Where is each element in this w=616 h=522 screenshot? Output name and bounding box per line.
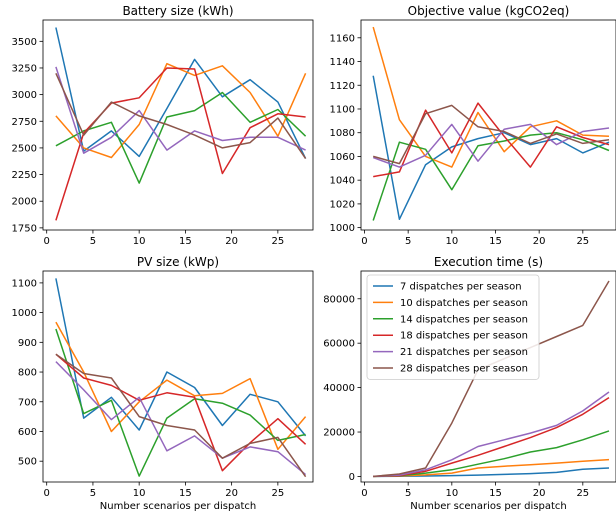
- plot-frame: [360, 19, 616, 231]
- x-tick-label: 5: [90, 488, 96, 499]
- x-tick-label: 15: [489, 236, 502, 247]
- x-axis-label: Number scenarios per dispatch: [100, 501, 256, 512]
- chart-title: Execution time (s): [434, 255, 543, 269]
- x-tick-label: 20: [533, 488, 546, 499]
- series-group: [372, 26, 610, 221]
- y-tick-label: 1020: [330, 199, 355, 210]
- series-line-2: [55, 62, 307, 159]
- series-line-3: [55, 328, 306, 477]
- x-tick-label: 0: [361, 488, 367, 499]
- y-tick-label: 1120: [330, 81, 355, 92]
- x-tick-label: 25: [271, 236, 284, 247]
- legend-label-1: 7 dispatches per season: [400, 282, 522, 293]
- y-tick-label: 600: [18, 427, 37, 438]
- series-line-5: [55, 361, 307, 476]
- series-line-3: [55, 91, 307, 184]
- y-tick-label: 700: [18, 397, 37, 408]
- legend-label-6: 28 dispatches per season: [400, 364, 528, 375]
- y-tick-label: 800: [18, 368, 37, 379]
- x-tick-label: 25: [576, 488, 589, 499]
- series-group: [55, 27, 307, 221]
- series-line-4: [55, 353, 307, 472]
- x-tick-label: 0: [44, 236, 50, 247]
- x-tick-label: 10: [133, 236, 146, 247]
- x-tick-label: 25: [576, 236, 589, 247]
- series-line-1: [55, 278, 307, 437]
- y-tick-label: 40000: [323, 383, 355, 394]
- chart-panel-2: 0 5 10 15 20 25 1000 1020 1040 1060 1080 1100 1120 11…: [330, 4, 616, 247]
- y-tick-label: 1000: [12, 308, 37, 319]
- y-tick-label: 900: [18, 338, 37, 349]
- series-line-4: [373, 396, 610, 478]
- y-tick-label: 1060: [330, 152, 355, 163]
- series-line-2: [373, 458, 610, 478]
- y-tick-label: 1100: [330, 104, 355, 115]
- y-tick-label: 1160: [330, 33, 355, 44]
- y-tick-label: 0: [349, 472, 355, 483]
- chart-panel-3: 0 5 10 15 20 25 500 600 700 800 900 1000 1100 PV size…: [12, 255, 314, 512]
- y-tick-label: 60000: [323, 339, 355, 350]
- plot-frame: [42, 19, 314, 231]
- y-tick-label: 3000: [12, 90, 37, 101]
- plot-frame: [360, 270, 616, 483]
- y-tick-label: 2250: [12, 170, 37, 181]
- y-tick-label: 1100: [12, 278, 37, 289]
- x-tick-label: 0: [44, 488, 50, 499]
- series-group: [373, 280, 610, 478]
- series-line-1: [372, 75, 610, 221]
- series-line-4: [373, 102, 610, 178]
- x-axis-label: Number scenarios per dispatch: [410, 501, 566, 512]
- y-tick-label: 1750: [12, 223, 37, 234]
- legend-label-2: 10 dispatches per season: [400, 298, 528, 309]
- x-tick-label: 15: [179, 236, 192, 247]
- series-line-5: [55, 66, 306, 154]
- x-tick-label: 25: [271, 488, 284, 499]
- legend-box: [366, 274, 540, 380]
- y-tick-label: 1040: [330, 176, 355, 187]
- series-line-6: [55, 72, 307, 160]
- x-tick-label: 10: [445, 488, 458, 499]
- series-group: [55, 278, 307, 478]
- series-line-6: [373, 104, 610, 165]
- series-line-5: [373, 391, 610, 478]
- series-line-2: [55, 321, 307, 451]
- chart-title: PV size (kWp): [137, 255, 219, 269]
- y-tick-label: 500: [18, 457, 37, 468]
- x-tick-label: 5: [405, 236, 411, 247]
- legend: 7 dispatches per season 10 dispatches per…: [366, 274, 540, 380]
- x-tick-label: 15: [179, 488, 192, 499]
- x-tick-label: 0: [361, 236, 367, 247]
- y-tick-label: 1080: [330, 128, 355, 139]
- series-line-3: [373, 430, 610, 478]
- y-tick-label: 3250: [12, 63, 37, 74]
- series-line-1: [55, 27, 307, 159]
- legend-label-4: 18 dispatches per season: [400, 331, 528, 342]
- legend-label-5: 21 dispatches per season: [400, 347, 528, 358]
- y-tick-label: 3500: [12, 37, 37, 48]
- y-tick-label: 80000: [323, 294, 355, 305]
- x-tick-label: 10: [445, 236, 458, 247]
- y-tick-label: 1140: [330, 57, 355, 68]
- x-tick-label: 15: [489, 488, 502, 499]
- plot-frame: [42, 270, 314, 483]
- chart-title: Battery size (kWh): [122, 4, 233, 18]
- chart-panel-4: 0 5 10 15 20 25 0 20000 40000 60000 80000 Execution…: [323, 255, 616, 512]
- x-tick-label: 10: [133, 488, 146, 499]
- y-tick-label: 2000: [12, 197, 37, 208]
- x-tick-label: 20: [533, 236, 546, 247]
- x-tick-label: 20: [225, 236, 238, 247]
- x-tick-label: 5: [90, 236, 96, 247]
- x-tick-label: 5: [405, 488, 411, 499]
- x-tick-label: 20: [225, 488, 238, 499]
- chart-panel-1: 0 5 10 15 20 25 1750 2000 2250 2500 2750 3000 3250 35…: [12, 4, 314, 247]
- chart-title: Objective value (kgCO2eq): [408, 4, 570, 18]
- legend-label-3: 14 dispatches per season: [400, 314, 528, 325]
- y-tick-label: 2500: [12, 143, 37, 154]
- y-tick-label: 2750: [12, 117, 37, 128]
- y-tick-label: 1000: [330, 223, 355, 234]
- series-line-3: [372, 131, 610, 221]
- series-line-6: [55, 353, 307, 478]
- y-tick-label: 20000: [323, 428, 355, 439]
